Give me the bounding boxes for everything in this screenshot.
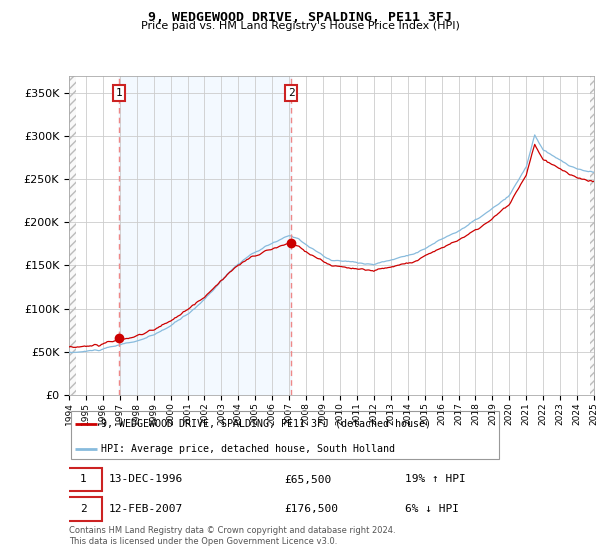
Text: 2: 2 — [288, 88, 295, 98]
Text: £176,500: £176,500 — [284, 504, 338, 514]
Text: 1: 1 — [116, 88, 122, 98]
FancyBboxPatch shape — [64, 497, 102, 521]
FancyBboxPatch shape — [64, 468, 102, 491]
Text: 9, WEDGEWOOD DRIVE, SPALDING, PE11 3FJ: 9, WEDGEWOOD DRIVE, SPALDING, PE11 3FJ — [148, 11, 452, 24]
Text: HPI: Average price, detached house, South Holland: HPI: Average price, detached house, Sout… — [101, 444, 395, 454]
Bar — [590, 76, 594, 395]
Text: 2: 2 — [80, 504, 86, 514]
Text: Price paid vs. HM Land Registry's House Price Index (HPI): Price paid vs. HM Land Registry's House … — [140, 21, 460, 31]
Text: 12-FEB-2007: 12-FEB-2007 — [109, 504, 182, 514]
Text: 13-DEC-1996: 13-DEC-1996 — [109, 474, 182, 484]
Text: £65,500: £65,500 — [284, 474, 331, 484]
Text: 1: 1 — [80, 474, 86, 484]
Text: 19% ↑ HPI: 19% ↑ HPI — [405, 474, 466, 484]
Text: Contains HM Land Registry data © Crown copyright and database right 2024.
This d: Contains HM Land Registry data © Crown c… — [69, 526, 395, 546]
Bar — [69, 76, 76, 395]
Text: 9, WEDGEWOOD DRIVE, SPALDING, PE11 3FJ (detached house): 9, WEDGEWOOD DRIVE, SPALDING, PE11 3FJ (… — [101, 419, 431, 429]
Bar — [69, 76, 76, 395]
Bar — [590, 76, 594, 395]
Text: 6% ↓ HPI: 6% ↓ HPI — [405, 504, 459, 514]
Bar — [119, 76, 291, 395]
